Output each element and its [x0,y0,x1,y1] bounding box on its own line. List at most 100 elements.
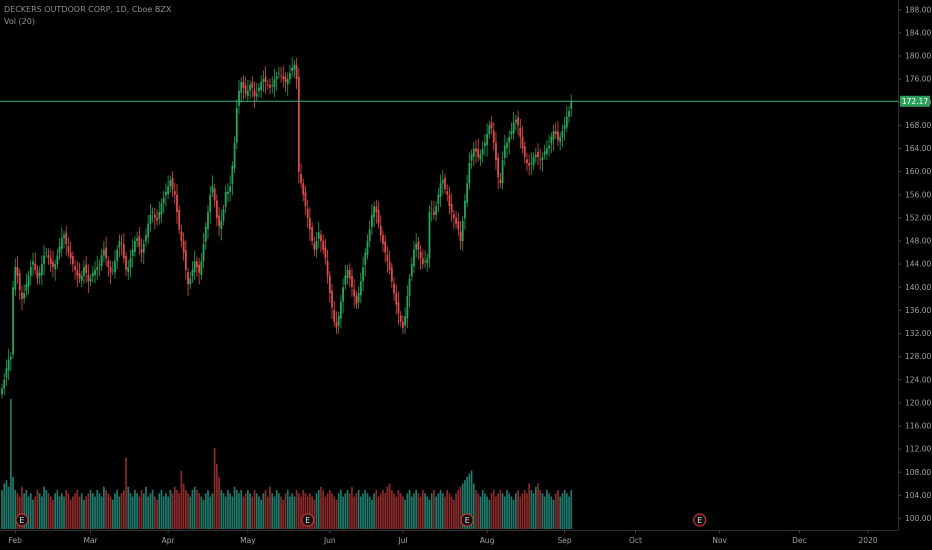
volume-bar [36,490,39,529]
candle-body [224,191,227,207]
candle-body [390,267,393,282]
candle-body [235,108,238,143]
time-axis[interactable]: Feb Mar Apr May Jun Jul Aug Sep Oct Nov Dec 2020 [9,530,878,545]
candle-body [417,241,420,250]
earnings-marker-circle [15,513,29,527]
volume-bar [521,493,524,529]
volume-bar [120,493,123,529]
earnings-marker-label: E [305,516,310,525]
volume-bar [477,493,480,529]
candle-body [184,250,187,270]
price-axis[interactable]: 100.00 104.00 108.00 112.00 116.00 120.00 124.… [898,5,931,523]
volume-bar [111,499,114,529]
candle-body [399,315,402,322]
candle-body [47,254,50,259]
price-tick-label: 116.00 [905,422,931,431]
volume-bar [10,399,12,529]
volume-bar [348,493,351,529]
candle-body [222,209,225,221]
volume-bar [114,493,116,529]
candle-body [32,261,34,265]
candle-body [342,287,345,302]
volume-bar [65,490,68,529]
candle-body [421,258,424,265]
volume-bar [3,483,6,529]
volume-bar [515,493,517,529]
candle-body [38,272,41,277]
volume-bar [18,496,21,529]
time-tick-label: Feb [9,536,23,545]
volume-bar [359,496,362,529]
candle-body [277,73,280,75]
volume-bar [495,496,497,529]
volume-bar [408,490,411,529]
candle-body [477,149,480,158]
candle-body [34,263,37,270]
candle-body [317,232,320,239]
volume-bar [430,493,433,529]
candle-body [311,227,313,241]
candle-body [428,212,431,259]
volume-bar [271,493,274,529]
volume-bar [457,490,460,529]
price-tick-label: 136.00 [905,306,931,315]
volume-bar [83,499,85,529]
candle-body [23,293,26,299]
volume-bar [182,483,185,529]
candle-body [373,206,376,218]
candle-body [570,101,573,109]
earnings-marker[interactable]: E [693,513,707,527]
volume-bar [222,493,225,529]
candle-body [328,275,331,294]
volume-bar [176,490,178,529]
candle-body [324,247,327,259]
candle-body [138,235,141,247]
price-tick-label: 184.00 [905,29,931,38]
candle-body [322,240,325,250]
earnings-marker[interactable]: E [15,513,29,527]
volume-bar [253,490,256,529]
candle-body [202,243,205,262]
volume-bar [512,499,515,529]
candle-body [348,269,351,279]
volume-bar [109,496,112,529]
volume-bar [461,483,464,529]
volume-bar [472,483,475,529]
candle-body [499,179,502,184]
volume-bar [548,493,550,529]
candle-body [253,90,256,97]
volume-bar [561,493,564,529]
earnings-marker[interactable]: E [460,513,474,527]
price-tick-label: 112.00 [905,445,931,454]
time-tick-label: Jun [323,536,336,545]
volume-bar [38,493,41,529]
candle-body [559,136,562,143]
candle-body [131,249,134,257]
candle-body [100,255,103,267]
candle-body [530,162,533,164]
volume-bar [439,490,442,529]
candle-body [189,278,192,285]
candle-body [182,240,185,253]
volume-bar [501,493,504,529]
volume-bar [428,499,431,529]
volume-bar [289,496,291,529]
volume-bar [530,490,533,529]
candle-body [495,142,497,161]
candle-body [457,221,460,230]
candle-body [483,142,486,147]
volume-bar [302,490,305,529]
candle-body [446,191,449,195]
candle-body [45,252,48,254]
volume-bar [377,496,380,529]
candle-body [382,235,384,244]
earnings-marker[interactable]: E [301,513,315,527]
volume-bar [191,490,194,529]
volume-bar [178,493,181,529]
volume-bar [362,493,364,529]
candle-body [91,272,94,277]
volume-bar [517,490,519,529]
volume-bar [229,493,231,529]
volume-bar [145,486,147,529]
